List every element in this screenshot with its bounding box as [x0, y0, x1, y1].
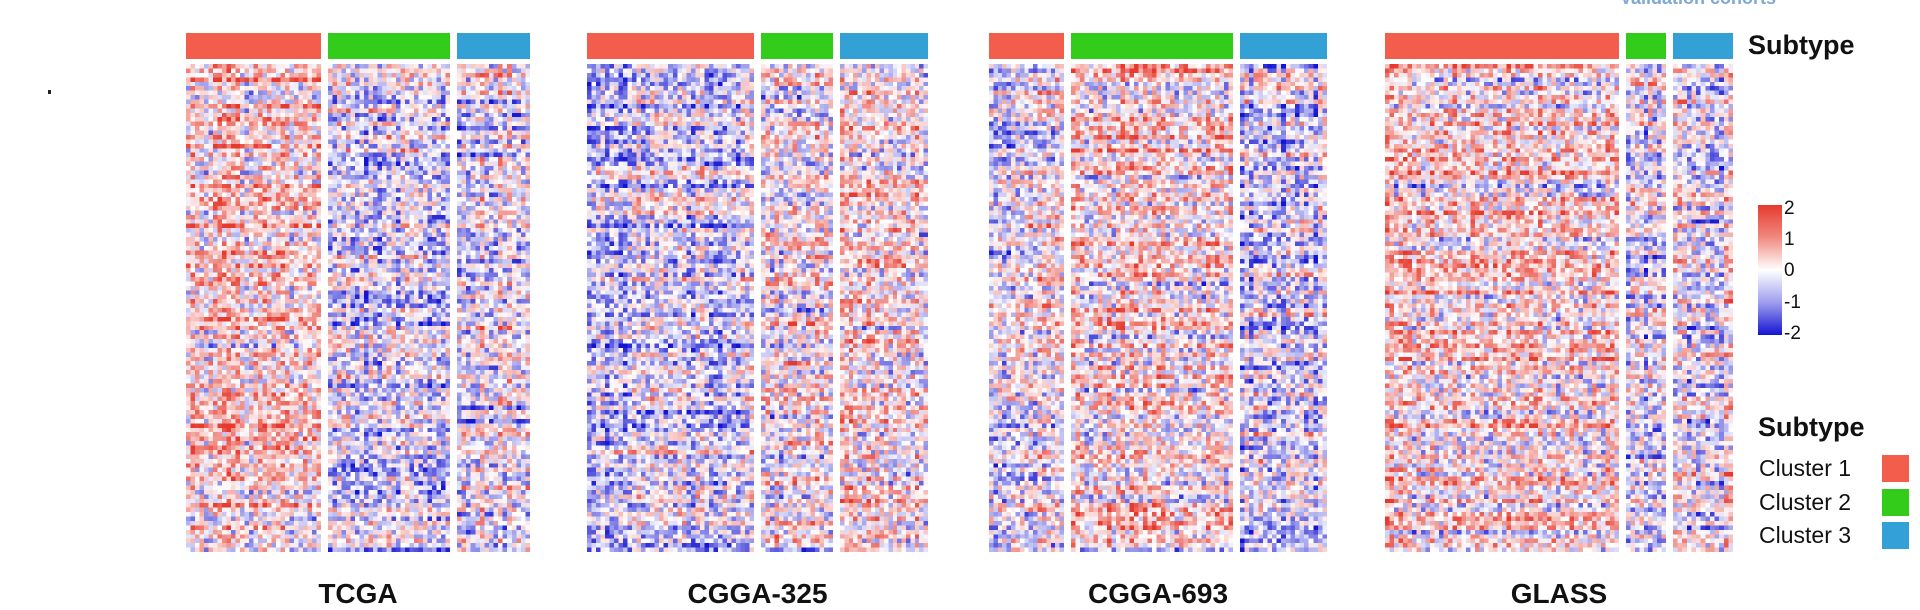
subtype-bar-cluster-2 [1626, 33, 1666, 59]
subtype-bar-cluster-3 [1240, 33, 1327, 59]
heatmap-block [1626, 64, 1666, 552]
heatmap-block [186, 64, 321, 552]
scale-tick-label: 1 [1784, 229, 1795, 251]
heatmap-block [989, 64, 1064, 552]
subtype-bar-cluster-1 [989, 33, 1064, 59]
subtype-bar-cluster-2 [328, 33, 450, 59]
cohort-label: CGGA-693 [989, 578, 1327, 610]
subtype-bar-cluster-3 [840, 33, 928, 59]
scale-tick-label: -2 [1784, 323, 1801, 345]
subtype-bar-cluster-2 [761, 33, 833, 59]
legend-label: Cluster 3 [1759, 522, 1851, 549]
heatmap-block [587, 64, 754, 552]
stray-mark [48, 90, 51, 94]
legend-swatch [1882, 455, 1909, 482]
heatmap-block [1385, 64, 1619, 552]
legend-swatch [1882, 489, 1909, 516]
color-scale-bar [1758, 205, 1782, 335]
subtype-bar-cluster-3 [457, 33, 530, 59]
scale-tick-label: 0 [1784, 260, 1795, 282]
legend-swatch [1882, 522, 1909, 549]
scale-tick-label: -1 [1784, 292, 1801, 314]
heatmap-block [840, 64, 928, 552]
heatmap-block [1240, 64, 1327, 552]
heatmap-block [761, 64, 833, 552]
subtype-bar-cluster-1 [186, 33, 321, 59]
heatmap-block [1673, 64, 1733, 552]
heatmap-block [1071, 64, 1233, 552]
scale-tick-label: 2 [1784, 198, 1795, 220]
legend-title: Subtype [1758, 412, 1865, 443]
top-caption: Validation cohorts [1620, 0, 1776, 9]
heatmap-block [328, 64, 450, 552]
heatmap-block [457, 64, 530, 552]
subtype-bar-cluster-1 [1385, 33, 1619, 59]
subtype-bar-cluster-2 [1071, 33, 1233, 59]
subtype-bar-cluster-3 [1673, 33, 1733, 59]
heatmap-figure: Validation cohorts TCGACGGA-325CGGA-693G… [0, 0, 1920, 594]
cohort-label: CGGA-325 [587, 578, 928, 610]
cohort-label: GLASS [1385, 578, 1733, 610]
subtype-bar-cluster-1 [587, 33, 754, 59]
legend-label: Cluster 2 [1759, 489, 1851, 516]
legend-label: Cluster 1 [1759, 455, 1851, 482]
color-scale-title: Subtype [1748, 30, 1855, 61]
cohort-label: TCGA [186, 578, 530, 610]
